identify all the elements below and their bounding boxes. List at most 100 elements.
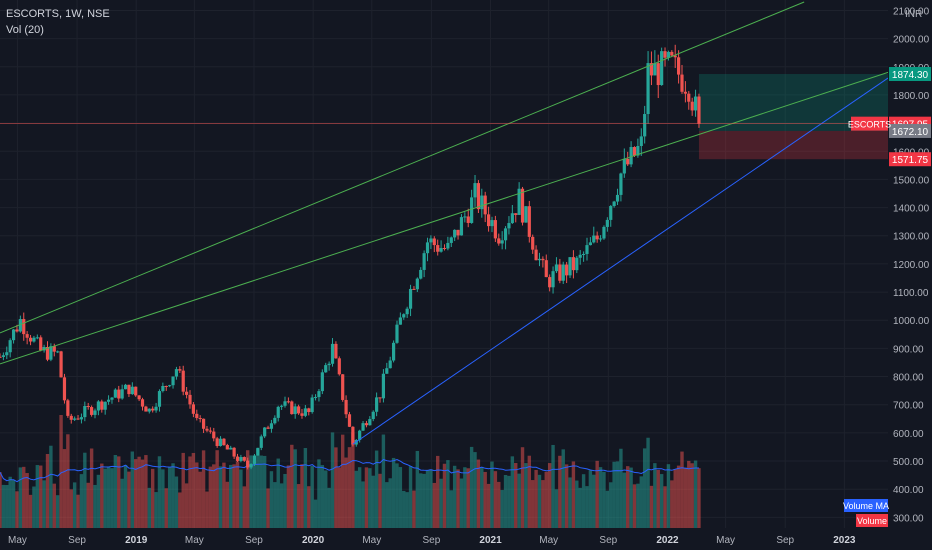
- candle-body: [381, 373, 386, 399]
- candle-body: [134, 386, 138, 396]
- candle-body: [15, 329, 19, 332]
- candle-body: [453, 229, 457, 238]
- volume-bar: [463, 467, 467, 528]
- candle-body: [415, 278, 419, 290]
- volume-bar: [229, 464, 233, 528]
- volume-bar: [524, 463, 528, 528]
- candle-body: [680, 74, 684, 92]
- candle-body: [334, 343, 338, 359]
- candle-body: [276, 406, 280, 418]
- candle-body: [660, 51, 664, 86]
- candle-body: [677, 57, 681, 75]
- y-tick-label: 1500.00: [893, 175, 930, 186]
- volume-bar: [340, 434, 345, 528]
- volume-bar: [52, 483, 56, 528]
- volume-bar: [666, 464, 671, 528]
- candle-body: [191, 404, 196, 414]
- candle-body: [456, 229, 460, 236]
- volume-bar: [245, 450, 250, 528]
- volume-bar: [381, 434, 386, 528]
- candle-body: [137, 395, 141, 400]
- candle-body: [432, 238, 436, 246]
- candle-body: [117, 389, 121, 399]
- candle-body: [140, 399, 145, 407]
- volume-bar: [578, 487, 582, 528]
- candle-body: [632, 147, 637, 156]
- candle-body: [588, 242, 592, 246]
- candle-body: [300, 413, 304, 416]
- volume-bar: [195, 462, 199, 528]
- candle-body: [232, 447, 236, 457]
- volume-bar: [544, 471, 548, 528]
- candle-body: [147, 408, 151, 412]
- volume-bar: [405, 492, 409, 528]
- candle-body: [503, 228, 508, 241]
- volume-bar: [313, 499, 318, 528]
- volume-bar: [452, 465, 457, 528]
- candle-body: [544, 260, 548, 278]
- candle-body: [341, 374, 345, 400]
- volume-bar: [636, 483, 640, 528]
- volume-bar: [134, 459, 138, 528]
- volume-bar: [262, 455, 267, 528]
- candle-body: [697, 96, 701, 124]
- candle-body: [208, 430, 212, 432]
- candle-body: [439, 247, 443, 252]
- x-tick-label: 2022: [656, 535, 679, 546]
- candle-body: [171, 376, 175, 386]
- volume-bar: [320, 465, 325, 528]
- candle-body: [185, 391, 189, 395]
- volume-bar: [140, 459, 145, 528]
- volume-bar: [364, 467, 369, 528]
- candle-body: [558, 264, 562, 281]
- volume-bar: [49, 445, 53, 528]
- candle-body: [313, 397, 318, 399]
- volume-bar: [435, 455, 440, 528]
- volume-bar: [531, 480, 535, 528]
- candle-body: [86, 406, 90, 408]
- volume-bar: [86, 482, 90, 528]
- volume-bar: [388, 478, 392, 528]
- x-tick-label: 2020: [302, 535, 325, 546]
- candle-body: [286, 401, 291, 403]
- candle-body: [22, 319, 26, 335]
- candle-body: [249, 463, 253, 468]
- candle-body: [446, 242, 450, 249]
- volume-bar: [581, 474, 586, 528]
- volume-bar: [113, 454, 118, 528]
- volume-bar: [649, 485, 654, 528]
- volume-bar: [222, 462, 226, 528]
- volume-bar: [442, 463, 447, 528]
- volume-bar: [178, 492, 182, 528]
- y-tick-label: 500.00: [893, 457, 924, 468]
- y-axis-currency: INR: [905, 9, 922, 20]
- candle-body: [470, 197, 474, 223]
- candle-body: [8, 340, 12, 353]
- volume-bar: [296, 484, 301, 528]
- candle-body: [215, 438, 219, 446]
- volume-bar: [653, 463, 657, 528]
- volume-bar: [93, 484, 97, 528]
- candle-body: [480, 195, 484, 210]
- volume-bar: [687, 460, 691, 528]
- candle-body: [497, 238, 501, 244]
- volume-bar: [605, 490, 610, 528]
- volume-bar: [120, 478, 124, 528]
- volume-bar: [184, 483, 189, 528]
- volume-bar: [480, 467, 484, 528]
- candle-body: [351, 426, 355, 445]
- candle-body: [663, 51, 667, 58]
- candle-body: [106, 399, 111, 402]
- candle-body: [358, 430, 362, 441]
- volume-bar: [483, 471, 487, 528]
- volume-bar: [100, 463, 104, 528]
- volume-bar: [520, 447, 525, 528]
- volume-bar: [110, 468, 114, 528]
- volume-bar: [626, 466, 630, 528]
- volume-ma-tag-bg: [844, 499, 888, 512]
- candle-body: [575, 257, 579, 271]
- volume-bar: [157, 456, 162, 528]
- x-tick-label: May: [185, 535, 204, 546]
